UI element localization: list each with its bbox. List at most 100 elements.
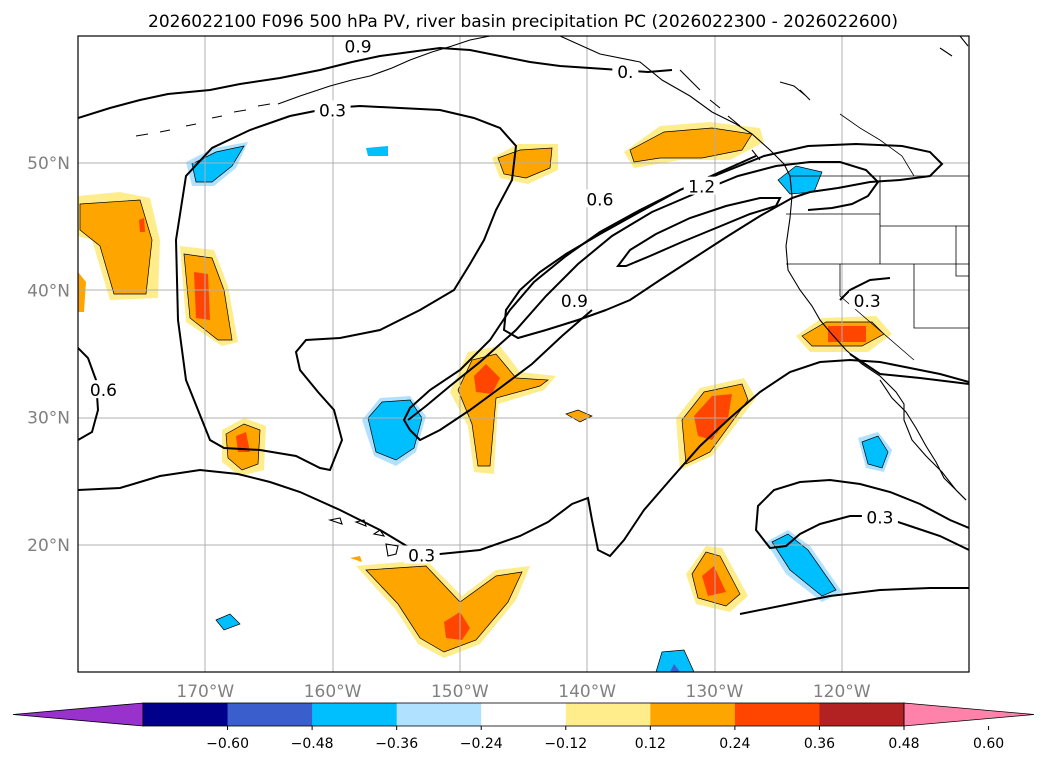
precip-blob-edge-orange <box>78 272 86 312</box>
pv-contour-label-halo <box>340 36 377 55</box>
pv-contour-label: 0.6 <box>586 190 613 210</box>
precip-blob-alaska-orange <box>629 127 753 163</box>
pv-contour-label-halo <box>314 100 351 119</box>
border-states <box>786 176 969 361</box>
pv-contour-0.3-bottomright <box>739 587 969 615</box>
colorbar-extend-low <box>12 702 144 727</box>
pv-contour-label: 0.9 <box>345 38 372 58</box>
colorbar-segment <box>227 703 313 726</box>
precip-blob-148-red <box>474 364 500 394</box>
colorbar-segment <box>396 703 482 726</box>
pv-contour-0.9-loop <box>402 155 757 442</box>
pv-contour-label-halo <box>556 291 593 310</box>
precip-blob-blue-mid-inner <box>367 399 423 461</box>
pv-contour-label-halo <box>861 507 898 526</box>
colorbar-tick-label: 0.48 <box>888 736 919 752</box>
precip-blob-120-red <box>828 326 866 342</box>
lon-tick-label: 140°W <box>558 682 616 702</box>
pv-contours <box>78 46 969 615</box>
colorbar-segment <box>819 703 905 726</box>
precip-blob-150-orange <box>365 565 523 653</box>
colorbar-tick-label: 0.24 <box>719 736 750 752</box>
colorbar-tick-label: 0.60 <box>973 736 1004 752</box>
colorbar-segment <box>565 703 651 726</box>
colorbar-tick-label: −0.36 <box>375 736 418 752</box>
precip-blob-blue-bottom-inner <box>670 664 680 672</box>
colorbar-segment <box>143 703 229 726</box>
lon-tick-label: 130°W <box>686 682 744 702</box>
colorbar-tick-label: −0.48 <box>291 736 334 752</box>
lon-tick-label: 160°W <box>304 682 362 702</box>
colorbar-extend-high <box>903 702 1035 727</box>
pv-contour-0.9 <box>502 142 944 340</box>
pv-contour-label-halo <box>85 380 122 399</box>
map-frame <box>77 35 970 673</box>
pv-contour-0.3-loop <box>174 104 518 472</box>
coast-aleutians <box>135 103 271 137</box>
precip-blob-blue-small <box>366 146 388 156</box>
pv-contour-label: 0.3 <box>319 101 346 121</box>
colorbar-tick-label: 0.12 <box>635 736 666 752</box>
pv-contour-label-halo <box>612 62 639 81</box>
precip-blob-blue-east-inner <box>861 435 889 469</box>
precip-blob-130s-red <box>702 566 726 596</box>
colorbar: −0.60 −0.48 −0.36 −0.24 −0.12 0.12 0.24 0.36 0.4… <box>12 702 1035 752</box>
pv-contour-label: 0.3 <box>866 508 893 528</box>
graticule <box>78 36 969 672</box>
precip-blob-blue-southeast-inner <box>771 533 837 597</box>
precip-anomaly-shading <box>78 122 892 672</box>
colorbar-segment <box>734 703 820 726</box>
lon-tick-label: 120°W <box>813 682 871 702</box>
colorbar-segment <box>650 703 736 726</box>
lon-tick-labels: 170°W 160°W 150°W 140°W 130°W 120°W <box>176 682 870 702</box>
precip-blob-167-red <box>236 432 250 452</box>
pv-contour-0.3-ca <box>839 277 969 385</box>
precip-blob-blue-tiny <box>215 613 241 631</box>
coastlines <box>135 36 969 557</box>
coast-bc-islands <box>679 69 761 161</box>
precip-blob-130-red <box>694 394 732 440</box>
precip-blob-west-orange <box>79 199 153 295</box>
pv-contour-0.3-south <box>78 358 969 558</box>
precip-blob-150-red <box>444 612 470 640</box>
pv-contour-1.2 <box>616 197 782 267</box>
pv-contour-label: 0.3 <box>854 292 881 312</box>
colorbar-tick-label: −0.12 <box>544 736 587 752</box>
lat-tick-label: 50°N <box>27 154 70 174</box>
lon-tick-label: 150°W <box>431 682 489 702</box>
border-alaska-canada <box>839 113 915 177</box>
chart-title: 2026022100 F096 500 hPa PV, river basin … <box>148 12 898 32</box>
coast-alaska-peninsula <box>277 36 491 105</box>
precip-blob-170-red <box>194 272 210 320</box>
pv-contour-label: 0.3 <box>408 547 435 567</box>
lat-tick-labels: 50°N 40°N 30°N 20°N <box>27 154 70 556</box>
pv-contour-label-halo <box>581 189 618 208</box>
pv-contour-label: 0.9 <box>561 292 588 312</box>
pv-contour-0.3-west <box>78 46 673 119</box>
pv-contour-label-layer: 0.9 0. 0.3 0.6 1.2 0.3 0.9 0.6 0.3 0.3 <box>85 36 898 567</box>
lat-tick-label: 20°N <box>27 536 70 556</box>
precip-blob-west-red <box>139 218 145 232</box>
pv-contour-label: 0.6 <box>90 381 117 401</box>
precip-blob-141-small <box>565 409 593 423</box>
colorbar-tick-label: 0.36 <box>804 736 835 752</box>
lon-tick-label: 170°W <box>176 682 234 702</box>
coast-baja <box>879 379 967 501</box>
lat-tick-label: 40°N <box>27 281 70 301</box>
colorbar-tick-label: −0.60 <box>206 736 249 752</box>
pv-contour-label-halo <box>683 176 720 195</box>
coast-north-canada <box>779 36 969 101</box>
pv-contour-label-halo <box>403 545 440 564</box>
pv-contour-label: 0. <box>617 63 633 83</box>
pv-contour-label: 1.2 <box>688 178 715 198</box>
colorbar-tick-label: −0.24 <box>460 736 503 752</box>
precip-blob-blue-bottom <box>655 649 695 672</box>
colorbar-segment <box>312 703 398 726</box>
coast-gulf-of-alaska <box>559 36 967 501</box>
lat-tick-label: 30°N <box>27 409 70 429</box>
colorbar-segment <box>481 703 567 726</box>
colorbar-outline <box>142 702 905 727</box>
precip-blob-150-tiny <box>350 556 362 562</box>
pv-contour-label-halo <box>849 291 886 310</box>
